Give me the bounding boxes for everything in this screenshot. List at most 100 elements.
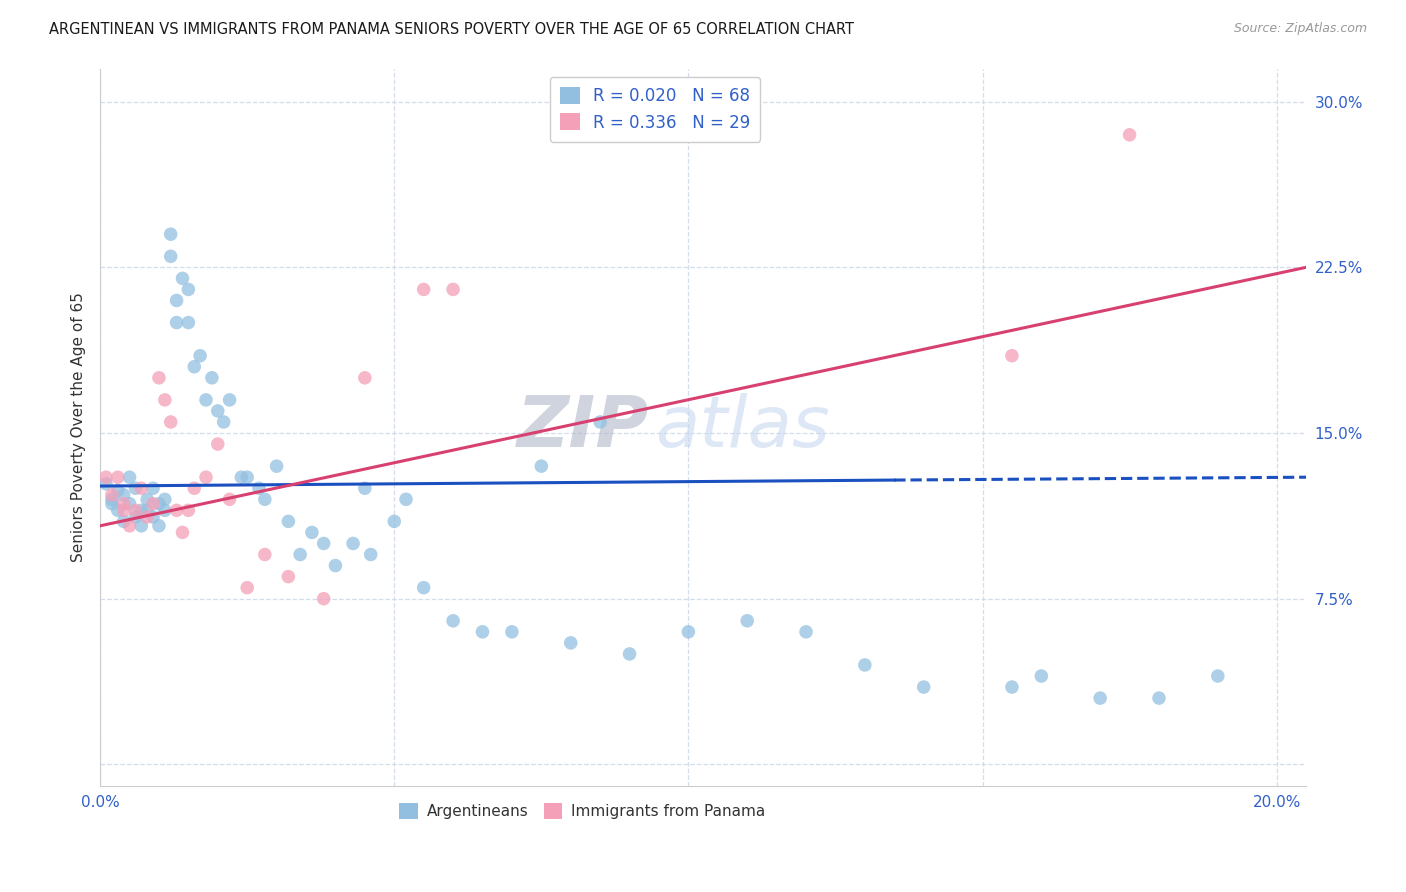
Point [183,359,205,374]
Point [148,371,170,385]
Point [112,503,135,517]
Point [395,492,418,507]
Point [471,624,494,639]
Point [678,624,700,639]
Point [218,492,240,507]
Point [619,647,641,661]
Point [277,515,299,529]
Point [412,282,434,296]
Point [159,415,181,429]
Point [94,476,117,491]
Point [142,510,165,524]
Point [231,470,253,484]
Point [172,525,194,540]
Point [560,636,582,650]
Legend: Argentineans, Immigrants from Panama: Argentineans, Immigrants from Panama [394,797,772,825]
Text: ARGENTINEAN VS IMMIGRANTS FROM PANAMA SENIORS POVERTY OVER THE AGE OF 65 CORRELA: ARGENTINEAN VS IMMIGRANTS FROM PANAMA SE… [49,22,855,37]
Point [159,227,181,242]
Point [312,536,335,550]
Point [124,503,146,517]
Point [136,503,159,517]
Point [382,515,405,529]
Point [501,624,523,639]
Point [131,518,153,533]
Point [177,316,200,330]
Point [159,249,181,263]
Point [236,470,259,484]
Point [172,271,194,285]
Point [1088,691,1111,706]
Point [166,293,188,308]
Point [101,488,124,502]
Point [247,481,270,495]
Point [94,470,117,484]
Point [118,518,141,533]
Point [360,548,382,562]
Point [794,624,817,639]
Point [212,415,235,429]
Point [201,371,224,385]
Text: Source: ZipAtlas.com: Source: ZipAtlas.com [1233,22,1367,36]
Point [1118,128,1140,142]
Point [853,657,876,672]
Point [277,569,299,583]
Point [153,503,176,517]
Point [107,503,129,517]
Point [153,492,176,507]
Point [1001,349,1024,363]
Point [101,492,124,507]
Point [312,591,335,606]
Point [166,316,188,330]
Point [195,392,218,407]
Point [124,510,146,524]
Point [107,483,129,498]
Point [124,481,146,495]
Point [101,497,124,511]
Text: ZIP: ZIP [516,393,648,462]
Point [177,503,200,517]
Point [207,404,229,418]
Point [148,497,170,511]
Point [288,548,311,562]
Text: atlas: atlas [655,393,830,462]
Point [107,470,129,484]
Point [188,349,211,363]
Point [177,282,200,296]
Point [136,510,159,524]
Point [1206,669,1229,683]
Point [236,581,259,595]
Point [131,481,153,495]
Point [142,481,165,495]
Point [589,415,612,429]
Point [353,371,375,385]
Point [1031,669,1053,683]
Point [166,503,188,517]
Point [112,488,135,502]
Point [183,481,205,495]
Point [207,437,229,451]
Point [342,536,364,550]
Point [266,459,288,474]
Point [441,282,464,296]
Point [353,481,375,495]
Point [253,492,276,507]
Point [118,470,141,484]
Point [195,470,218,484]
Point [1001,680,1024,694]
Point [118,497,141,511]
Point [153,392,176,407]
Point [412,581,434,595]
Point [148,518,170,533]
Point [1147,691,1170,706]
Point [301,525,323,540]
Point [253,548,276,562]
Point [142,497,165,511]
Point [136,492,159,507]
Point [912,680,935,694]
Point [112,497,135,511]
Point [530,459,553,474]
Point [735,614,758,628]
Point [325,558,347,573]
Point [441,614,464,628]
Point [218,392,240,407]
